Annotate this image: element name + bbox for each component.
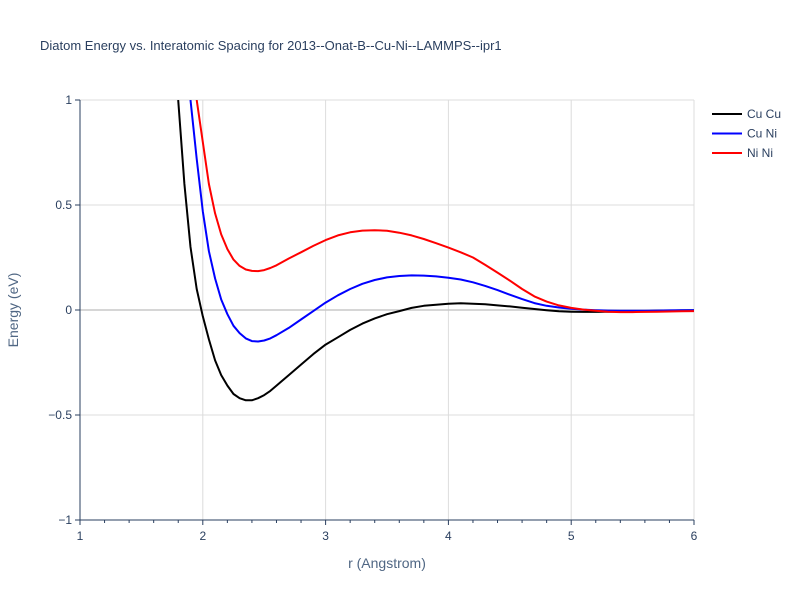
legend: Cu Cu Cu Ni Ni Ni [712, 107, 781, 160]
y-tick-label: 0.5 [55, 198, 72, 212]
x-tick-label: 4 [445, 529, 452, 543]
x-tick-label: 3 [322, 529, 329, 543]
legend-label: Cu Ni [747, 127, 777, 141]
legend-label: Ni Ni [747, 146, 773, 160]
y-axis-title: Energy (eV) [5, 273, 21, 348]
y-tick-label: 0 [65, 303, 72, 317]
series-lines [177, 100, 694, 402]
x-tick-label: 1 [77, 529, 84, 543]
y-tick-label: 1 [65, 93, 72, 107]
y-tick-label: −0.5 [48, 408, 72, 422]
chart-title: Diatom Energy vs. Interatomic Spacing fo… [40, 38, 502, 53]
series-line-ni-ni [195, 100, 694, 314]
y-tick-label: −1 [58, 513, 72, 527]
legend-label: Cu Cu [747, 107, 781, 121]
x-tick-label: 2 [199, 529, 206, 543]
x-tick-label: 5 [568, 529, 575, 543]
x-tick-label: 6 [691, 529, 698, 543]
series-line-cu-cu [177, 100, 694, 402]
x-axis-title: r (Angstrom) [348, 555, 426, 571]
axes: 1 2 3 4 5 6 −1 −0.5 0 0.5 1 [48, 93, 697, 543]
